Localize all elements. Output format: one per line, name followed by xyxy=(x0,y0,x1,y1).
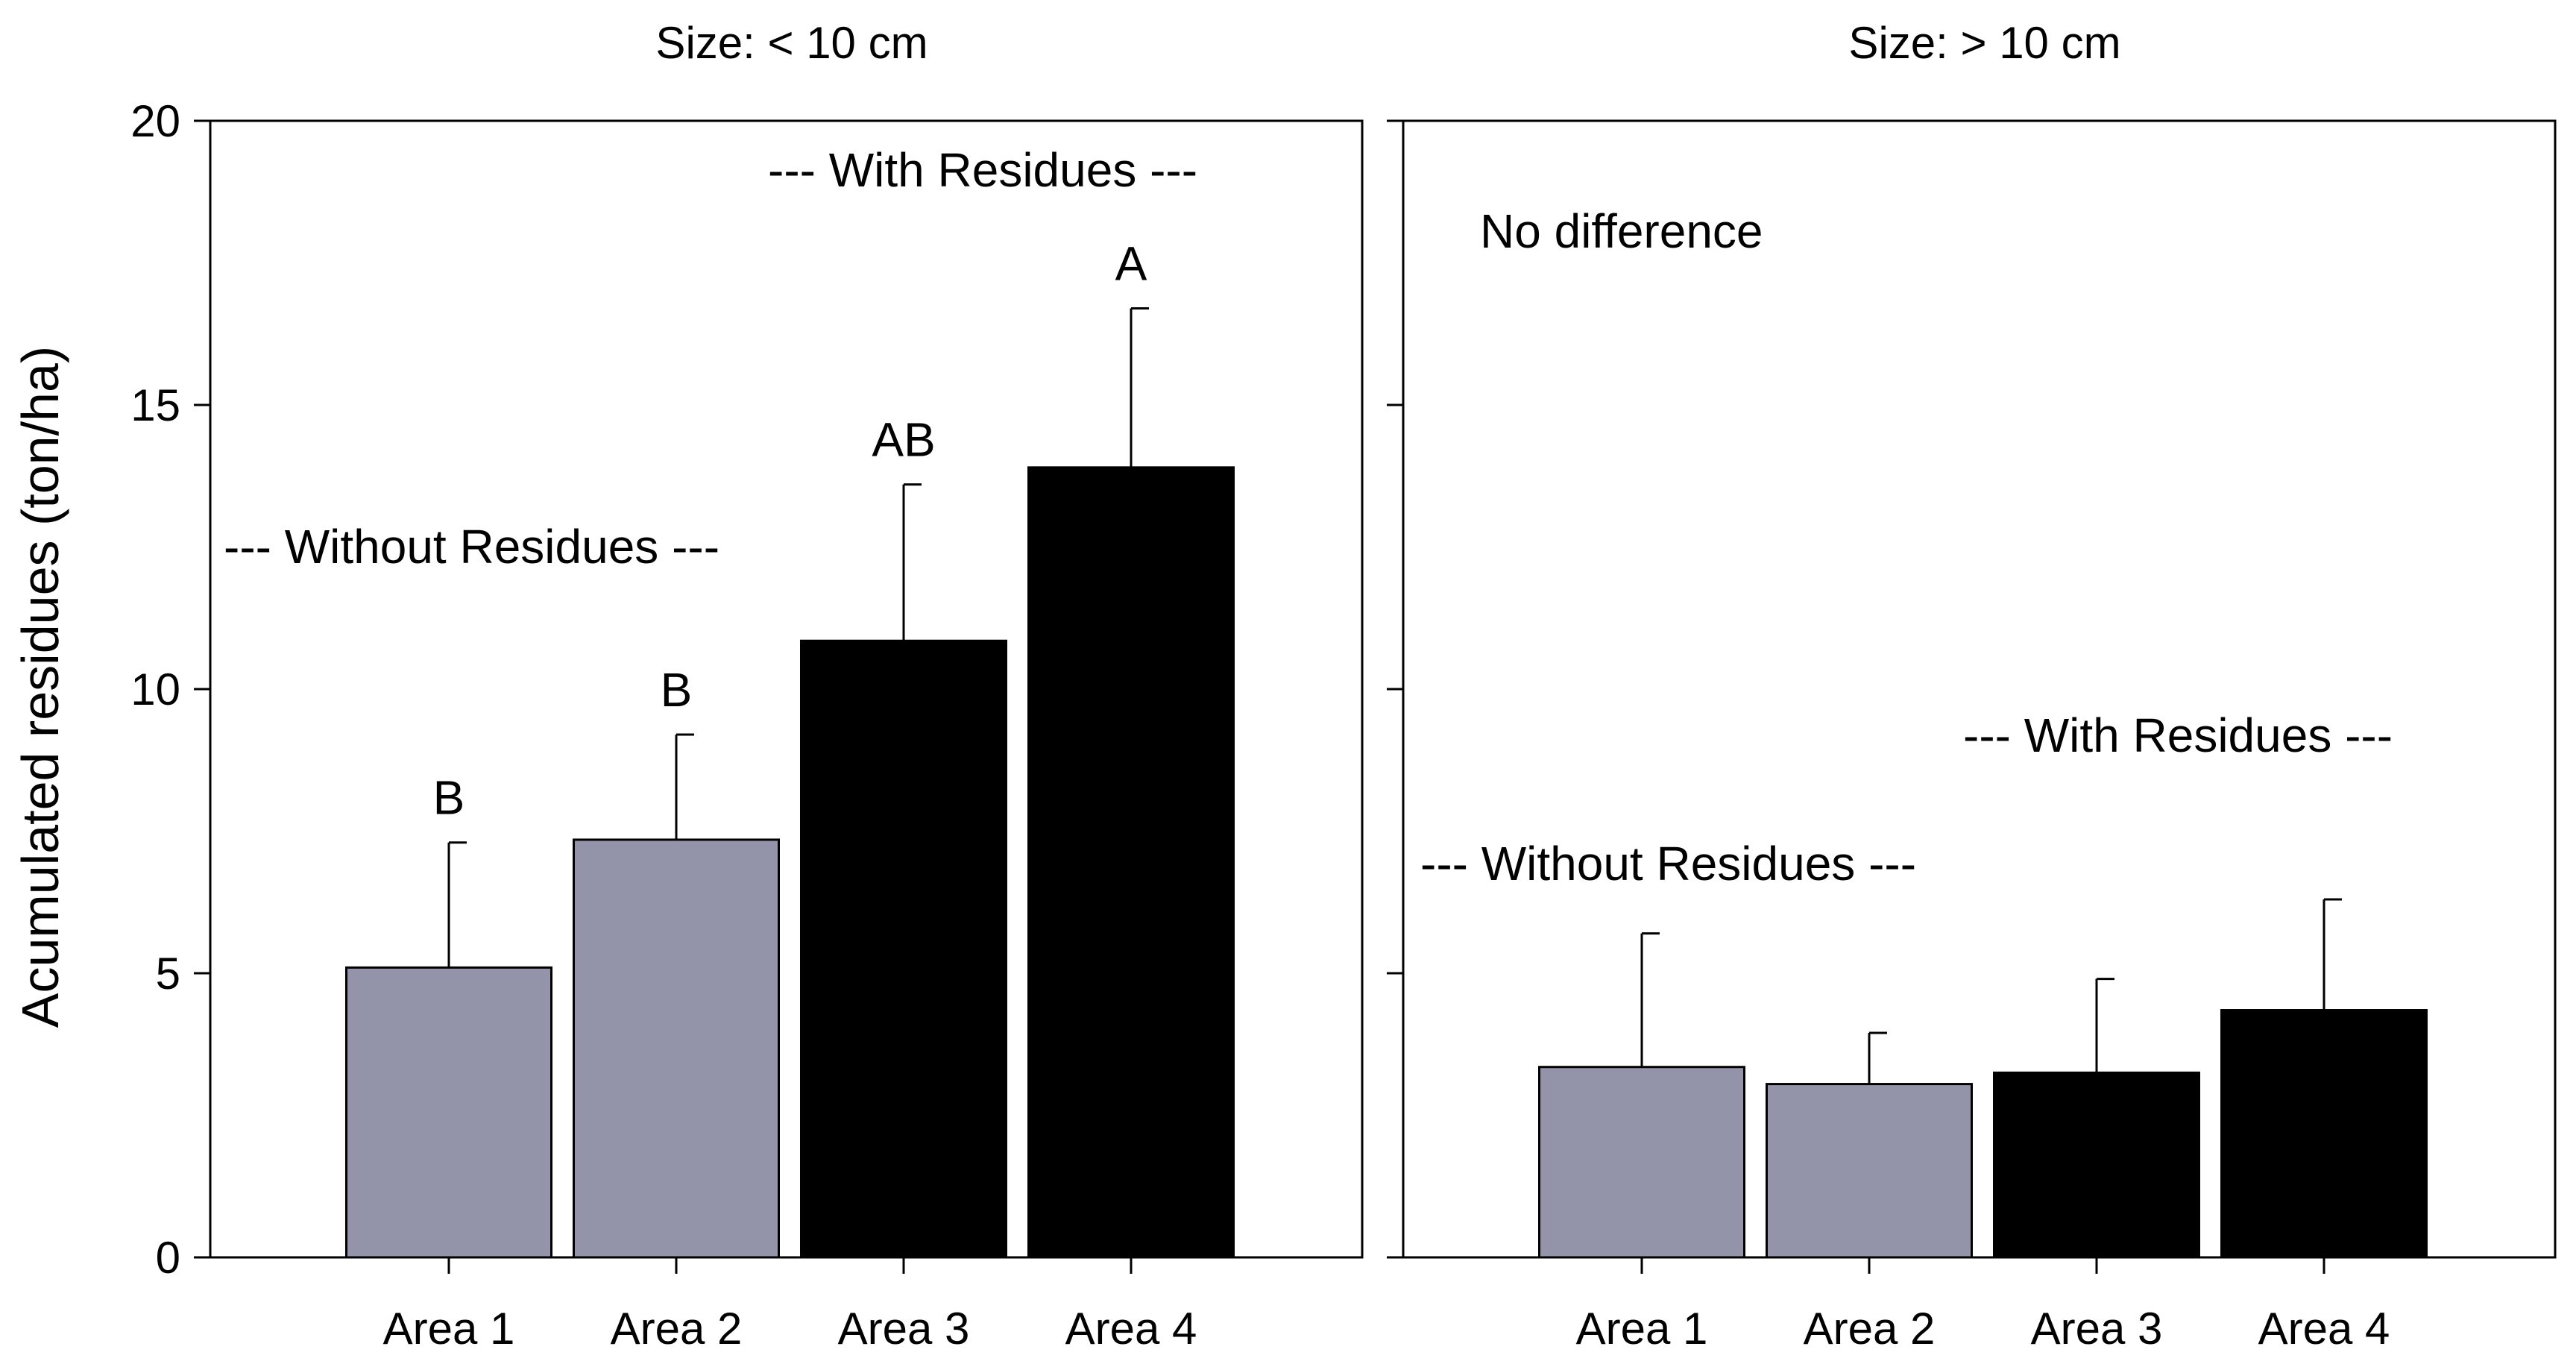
bars xyxy=(1538,1009,2428,1259)
category-label: Area 2 xyxy=(1804,1304,1936,1354)
x-ticks xyxy=(447,1257,1133,1274)
y-tick-label: 0 xyxy=(156,1233,180,1283)
category-label: Area 3 xyxy=(838,1304,970,1354)
category-label: Area 1 xyxy=(383,1304,515,1354)
y-ticks xyxy=(1387,119,1403,1259)
category-label: Area 2 xyxy=(611,1304,743,1354)
panel-title: Size: < 10 cm xyxy=(655,18,928,68)
y-ticks xyxy=(194,119,210,1259)
annotation-without: --- Without Residues --- xyxy=(1420,837,1916,890)
significance-letter: B xyxy=(661,663,693,717)
y-tick-label: 15 xyxy=(130,380,180,430)
bar-area-1 xyxy=(345,966,552,1259)
annotation-without: --- Without Residues --- xyxy=(224,520,719,573)
panel-title: Size: > 10 cm xyxy=(1848,18,2120,68)
significance-letters: B B AB A xyxy=(433,236,1147,824)
significance-letter: AB xyxy=(872,413,935,467)
bar-area-3 xyxy=(800,639,1007,1259)
category-label: Area 1 xyxy=(1576,1304,1708,1354)
bar-area-2 xyxy=(1766,1083,1973,1259)
category-labels: Area 1 Area 2 Area 3 Area 4 xyxy=(1576,1304,2390,1354)
panel-large: Size: > 10 cm Area 1 Area 2 Area 3 Area 4 N… xyxy=(1387,18,2557,1354)
annotation-with: --- With Residues --- xyxy=(1963,708,2393,762)
error-bars xyxy=(447,307,1149,968)
bars xyxy=(345,466,1235,1259)
y-tick-labels: 0 5 10 15 20 xyxy=(130,96,180,1283)
category-label: Area 3 xyxy=(2031,1304,2163,1354)
category-label: Area 4 xyxy=(2258,1304,2390,1354)
error-bars xyxy=(1640,898,2342,1084)
y-tick-label: 20 xyxy=(130,96,180,146)
bar-area-1 xyxy=(1538,1066,1745,1259)
y-tick-label: 5 xyxy=(156,949,180,999)
bar-area-2 xyxy=(573,838,780,1259)
annotation-with: --- With Residues --- xyxy=(768,143,1197,197)
bar-area-4 xyxy=(1027,466,1235,1259)
bar-area-4 xyxy=(2220,1009,2428,1259)
category-label: Area 4 xyxy=(1065,1304,1197,1354)
significance-letter: B xyxy=(433,771,465,825)
category-labels: Area 1 Area 2 Area 3 Area 4 xyxy=(383,1304,1197,1354)
annotation-note: No difference xyxy=(1480,204,1763,258)
y-axis-label: Acumulated residues (ton/ha) xyxy=(11,346,69,1028)
bar-area-3 xyxy=(1993,1071,2200,1259)
x-ticks xyxy=(1640,1257,2325,1274)
significance-letter: A xyxy=(1115,236,1147,290)
y-tick-label: 10 xyxy=(130,664,180,714)
